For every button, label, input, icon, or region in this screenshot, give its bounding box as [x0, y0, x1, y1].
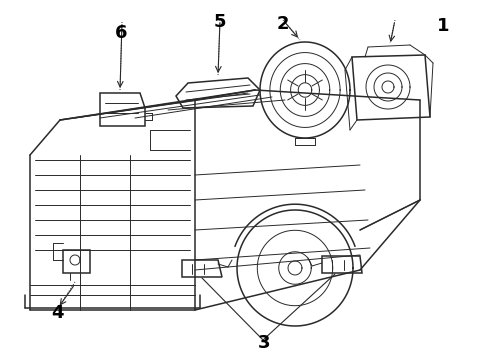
Text: 5: 5: [213, 13, 226, 31]
Text: 3: 3: [257, 334, 270, 352]
Text: 1: 1: [437, 17, 450, 35]
Text: 6: 6: [115, 24, 128, 42]
Text: 2: 2: [277, 15, 290, 33]
Text: 4: 4: [51, 304, 64, 322]
